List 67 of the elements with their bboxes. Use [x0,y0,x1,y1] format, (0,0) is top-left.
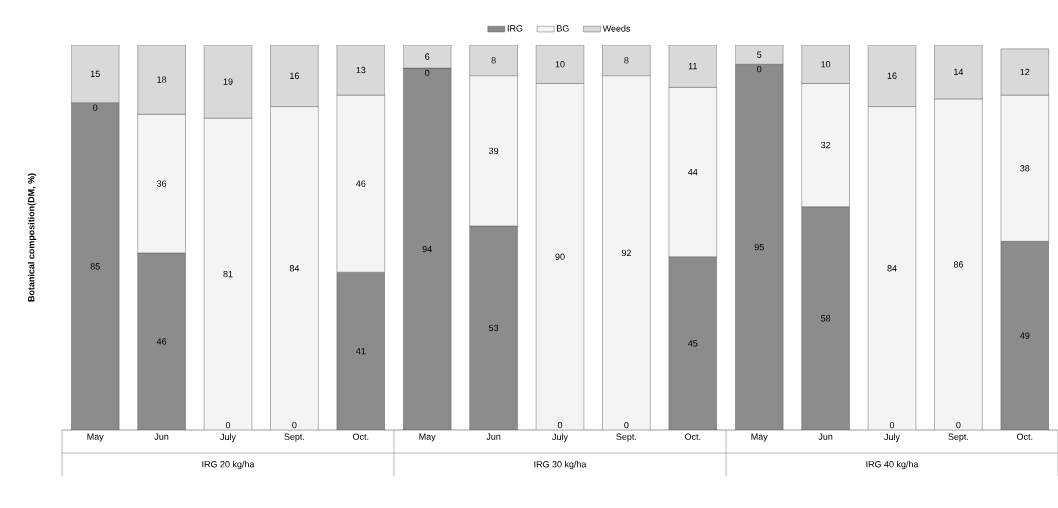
data-label: 95 [754,243,764,251]
text: IRG 40 kg/ha [866,460,919,470]
data-label: 18 [157,76,167,83]
data-label: 14 [954,68,964,76]
data-label: 84 [887,265,897,272]
data-label: 94 [422,245,432,253]
y-axis-title: Botanical composition(DM, %) [27,173,37,302]
data-label: 11 [688,63,698,70]
data-label: 12 [1020,68,1030,76]
x-tick-label: Sept. [616,433,637,442]
data-label: 13 [356,66,366,74]
x-tick-label: Oct. [685,433,701,440]
x-tick-label: May [87,433,104,442]
annotation: 0 [425,69,430,77]
data-label: 16 [887,72,897,79]
data-label: 45 [688,340,698,347]
data-label: 32 [820,141,831,149]
data-label: 38 [1020,165,1030,172]
x-tick-label: Sept. [284,433,305,442]
data-label: 46 [156,338,167,345]
annotation: 0 [225,421,231,429]
data-label: 10 [555,61,565,68]
data-label: 85 [90,263,100,270]
data-label: 10 [821,61,831,68]
data-label: 15 [90,70,100,77]
data-label: 84 [289,265,300,272]
data-label: 58 [820,315,831,322]
data-label: 19 [223,78,233,85]
text: IRG 20 kg/ha [202,460,255,470]
data-label: 53 [488,324,499,332]
data-label: 16 [290,72,299,79]
x-tick-label: July [884,433,900,442]
annotation: 0 [292,421,297,429]
annotation: 0 [93,104,98,111]
legend-label: Weeds [602,25,631,32]
data-label: 90 [555,253,565,260]
x-tick-label: Oct. [353,433,369,440]
data-label: 5 [757,51,762,58]
annotation: 0 [889,421,895,429]
data-label: 81 [223,270,233,278]
legend-label: BG [557,25,569,32]
x-tick-label: Oct. [1017,433,1033,440]
x-tick-label: Jun [818,433,833,440]
data-label: 39 [488,147,499,155]
data-label: 44 [688,168,698,176]
x-tick-label: July [552,433,568,442]
data-label: 92 [621,249,631,257]
data-label: 36 [156,180,167,187]
x-tick-label: Jun [486,433,501,440]
annotation: 0 [757,65,762,73]
data-label: 49 [1020,332,1030,339]
data-label: 46 [356,180,366,187]
x-tick-label: Jun [154,433,169,440]
data-label: 8 [624,57,629,64]
legend-label: IRG [507,25,523,32]
x-tick-label: May [419,433,436,442]
data-label: 86 [953,261,963,268]
data-label: 8 [491,57,496,64]
x-tick-label: July [220,433,236,442]
text: IRG 30 kg/ha [534,460,587,470]
data-label: 6 [425,53,430,60]
data-label: 41 [356,347,366,355]
annotation: 0 [956,421,961,429]
x-tick-label: Sept. [948,433,969,442]
annotation: 0 [624,421,629,429]
annotation: 0 [557,421,563,429]
x-tick-label: May [751,433,768,442]
